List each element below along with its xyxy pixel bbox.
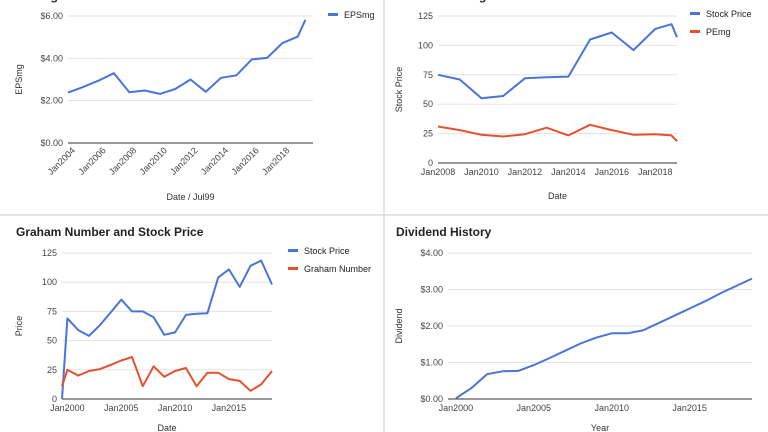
dividend-x-axis-label: Year [591,423,609,432]
legend-label-stock-price: Stock Price [706,9,752,19]
price-pemg-chart: Price and PEmg 0 25 50 75 100 125 Jan2008 Jan201… [394,0,752,201]
legend-swatch-epsmg [328,13,338,16]
x-tick-label: Jan2012 [168,145,199,176]
y-tick-label: $0.00 [40,138,63,148]
epsmg-title: EPSmg [16,0,58,3]
dividend-history-chart: Dividend History $0.00 $1.00 $2.00 $3.00 $4.0… [394,225,753,432]
x-tick-label: Jan2010 [158,403,193,413]
x-tick-label: Jan2005 [517,403,552,413]
series-line-epsmg [67,19,307,95]
legend-label-epsmg: EPSmg [344,10,375,20]
y-tick-label: $2.00 [420,321,443,331]
x-tick-label: Jan2016 [229,145,260,176]
y-tick-label: $4.00 [40,53,63,63]
price-pemg-title: Price and PEmg [395,0,486,3]
series-line-stock-price [61,259,273,400]
legend-swatch-graham-number [288,267,298,270]
series-line-dividend [455,277,753,400]
legend-swatch-pemg [690,30,700,33]
epsmg-y-axis-label: EPSmg [14,64,24,95]
dividend-title: Dividend History [396,225,492,239]
series-line-graham-number [61,356,273,392]
y-tick-label: $4.00 [420,248,443,258]
x-tick-label: Jan2014 [199,145,230,176]
x-tick-label: Jan2008 [107,145,138,176]
dividend-y-axis-label: Dividend [394,308,404,343]
y-tick-label: $0.00 [420,394,443,404]
price-pemg-y-axis-label: Stock Price [394,67,404,113]
epsmg-x-axis-label: Date / Jul99 [166,192,214,202]
legend-label-pemg: PEmg [706,27,731,37]
x-tick-label: Jan2014 [551,167,586,177]
legend-swatch-stock-price [288,249,298,252]
x-tick-label: Jan2006 [76,145,107,176]
y-tick-label: 0 [428,158,433,168]
y-tick-label: 100 [42,277,57,287]
y-tick-label: $2.00 [40,96,63,106]
y-tick-label: 75 [47,306,57,316]
legend-label-graham-number: Graham Number [304,264,371,274]
legend-swatch-stock-price [690,12,700,15]
x-tick-label: Jan2015 [672,403,707,413]
y-tick-label: 0 [52,394,57,404]
x-tick-label: Jan2010 [464,167,499,177]
x-tick-label: Jan2005 [104,403,139,413]
y-tick-label: $1.00 [420,358,443,368]
x-tick-label: Jan2010 [138,145,169,176]
x-tick-label: Jan2004 [46,145,77,176]
series-line-pemg [437,123,678,142]
x-tick-label: Jan2000 [439,403,474,413]
x-tick-label: Jan2010 [594,403,629,413]
y-tick-label: 125 [418,11,433,21]
y-tick-label: 25 [47,365,57,375]
legend-label-stock-price: Stock Price [304,246,350,256]
graham-y-axis-label: Price [14,316,24,337]
x-tick-label: Jan2015 [212,403,247,413]
y-tick-label: 100 [418,40,433,50]
y-tick-label: 50 [47,336,57,346]
y-tick-label: 25 [423,129,433,139]
x-tick-label: Jan2018 [260,145,291,176]
epsmg-chart: EPSmg$0.00$2.00$4.00$6.00Jan2004Jan2006J… [14,0,375,202]
x-tick-label: Jan2000 [50,403,85,413]
series-line-stock-price [437,23,678,100]
x-tick-label: Jan2018 [638,167,673,177]
x-tick-label: Jan2008 [421,167,456,177]
y-tick-label: $6.00 [40,11,63,21]
graham-title: Graham Number and Stock Price [16,225,204,239]
y-tick-label: $3.00 [420,285,443,295]
x-tick-label: Jan2016 [595,167,630,177]
x-tick-label: Jan2012 [508,167,543,177]
y-tick-label: 125 [42,248,57,258]
y-tick-label: 50 [423,99,433,109]
y-tick-label: 75 [423,70,433,80]
graham-number-chart: Graham Number and Stock Price 0 25 50 75 100 1… [14,225,371,432]
graham-x-axis-label: Date [157,423,176,432]
price-pemg-x-axis-label: Date [548,191,567,201]
